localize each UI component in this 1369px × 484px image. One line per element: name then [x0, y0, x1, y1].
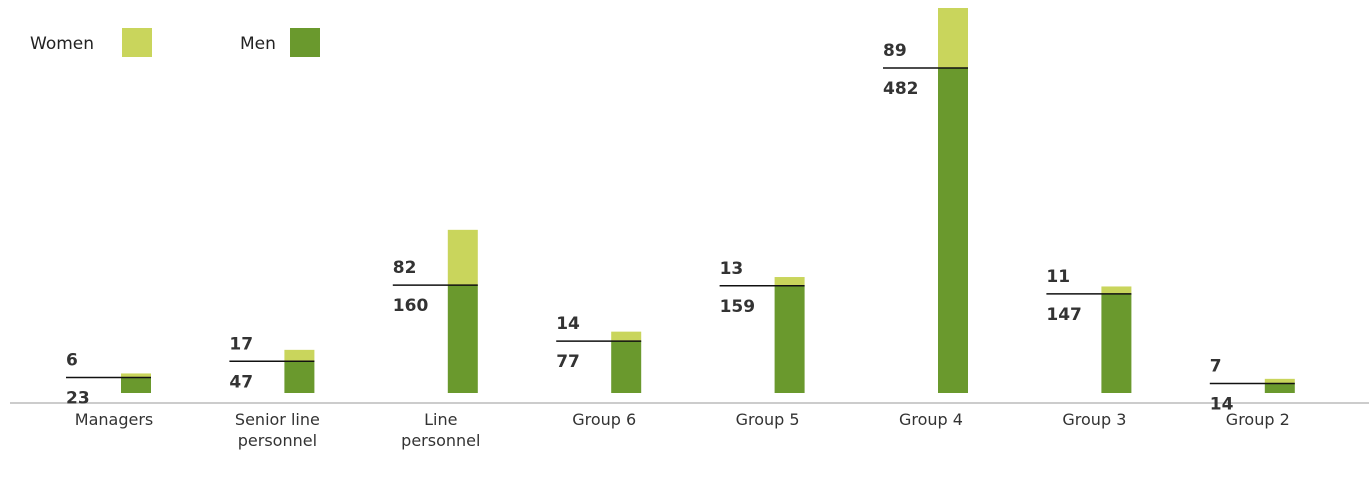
bar-segment — [1101, 293, 1132, 393]
value-label: 14 — [1210, 395, 1234, 415]
bar-segment — [938, 8, 968, 69]
bar-segment — [284, 349, 315, 362]
bar-segment — [447, 229, 478, 286]
bar-segment — [121, 373, 151, 378]
value-label: 6 — [66, 350, 78, 370]
value-label: 82 — [393, 258, 417, 278]
value-label: 23 — [66, 388, 90, 408]
legend-swatch — [122, 28, 152, 57]
bar-segment — [774, 285, 805, 393]
value-label: 159 — [720, 297, 756, 317]
bar-segment — [938, 68, 968, 393]
value-label: 160 — [393, 296, 429, 316]
x-tick-label: Group 4 — [899, 410, 963, 429]
value-label: 89 — [883, 41, 907, 61]
legend-label: Men — [240, 34, 276, 54]
value-label: 47 — [229, 372, 253, 392]
x-tick-label: Group 3 — [1062, 410, 1127, 429]
value-label: 11 — [1046, 267, 1070, 287]
bar-segment — [121, 377, 151, 393]
value-label: 17 — [229, 334, 253, 354]
x-tick-label: Managers — [74, 410, 154, 429]
legend-swatch — [290, 28, 320, 57]
bar-segment — [611, 331, 642, 342]
bar-segment — [284, 361, 315, 393]
legend-label: Women — [30, 34, 94, 54]
x-tick-label: Group 5 — [735, 410, 800, 429]
bar-segment — [611, 341, 642, 393]
value-label: 147 — [1046, 305, 1082, 325]
bar-segment — [1101, 286, 1132, 294]
bar-segment — [1264, 383, 1295, 393]
x-tick-label: Line personnel — [401, 410, 481, 450]
bar-segment — [447, 285, 478, 393]
value-label: 7 — [1210, 357, 1222, 377]
value-label: 77 — [556, 352, 580, 372]
x-tick-label: Group 2 — [1225, 410, 1290, 429]
x-tick-label: Group 6 — [572, 410, 637, 429]
bar-segment — [774, 277, 805, 286]
value-label: 482 — [883, 79, 919, 99]
value-label: 13 — [720, 259, 744, 279]
bar-segment — [1264, 378, 1295, 384]
x-tick-label: Senior line personnel — [234, 410, 320, 450]
value-label: 14 — [556, 314, 580, 334]
